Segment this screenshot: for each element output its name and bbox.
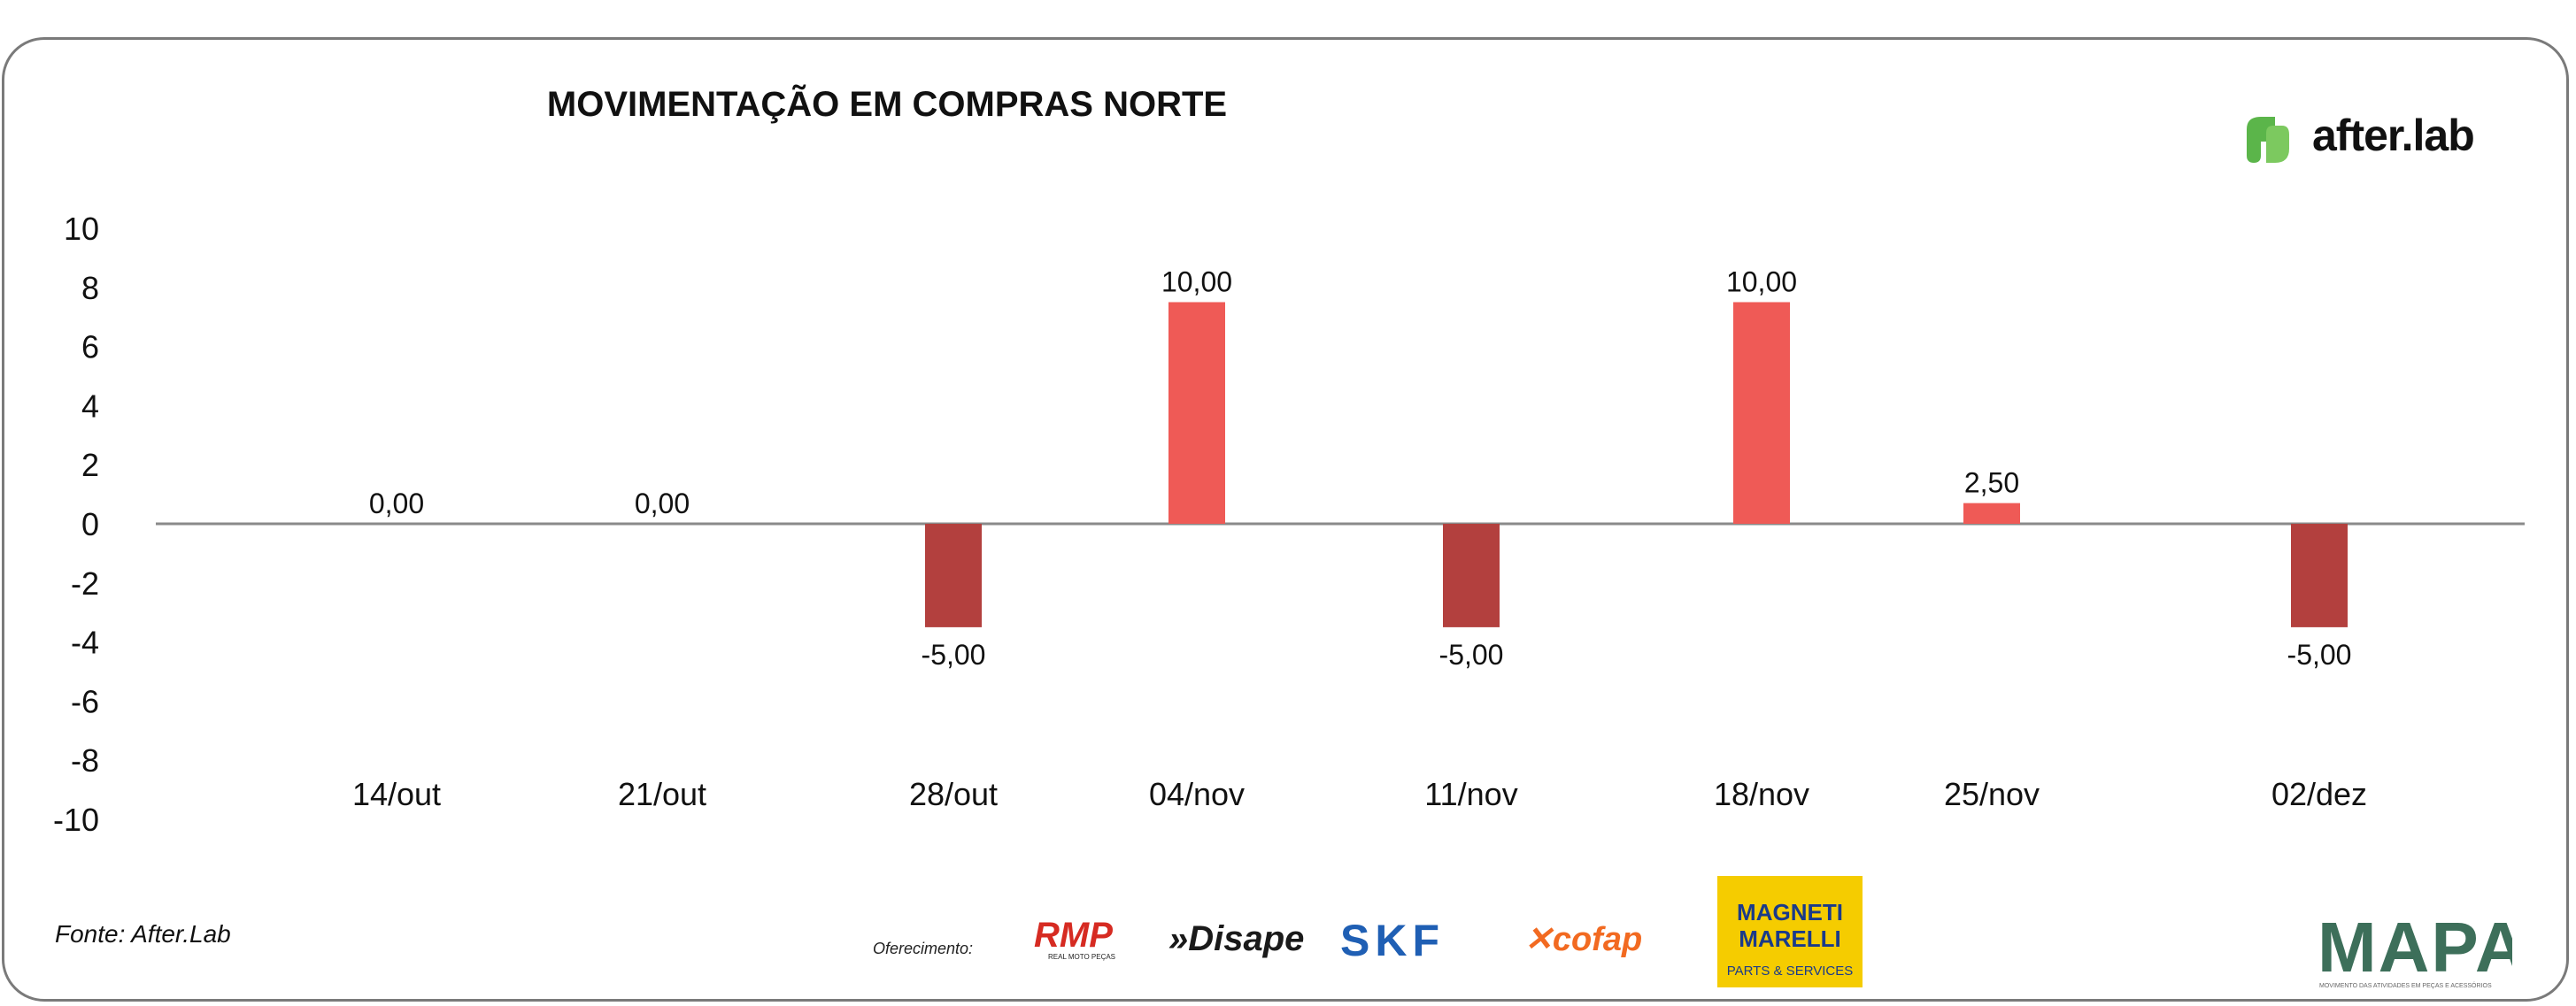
svg-text:MARELLI: MARELLI bbox=[1739, 925, 1841, 952]
rmp-logo: RMP REAL MOTO PEÇAS bbox=[1034, 916, 1115, 961]
data-label: 10,00 bbox=[1161, 266, 1232, 298]
source-note: Fonte: After.Lab bbox=[55, 920, 231, 948]
x-tick-label: 25/nov bbox=[1944, 776, 2040, 812]
data-label: -5,00 bbox=[1439, 639, 1504, 671]
rmp-sub: REAL MOTO PEÇAS bbox=[1048, 953, 1115, 961]
y-tick-label: -8 bbox=[71, 742, 99, 779]
afterlab-logo-text: after.lab bbox=[2312, 111, 2475, 160]
sponsor-label: Oferecimento: bbox=[873, 940, 974, 957]
mapa-sub: MOVIMENTO DAS ATIVIDADES EM PEÇAS E ACES… bbox=[2319, 981, 2492, 989]
y-tick-label: 0 bbox=[81, 506, 99, 542]
bar bbox=[1443, 524, 1500, 627]
x-tick-label: 14/out bbox=[352, 776, 441, 812]
afterlab-logo bbox=[2247, 117, 2289, 163]
chart-frame bbox=[2, 37, 2569, 1002]
x-tick-label: 04/nov bbox=[1149, 776, 1245, 812]
bar bbox=[2291, 524, 2348, 627]
data-label: -5,00 bbox=[922, 639, 986, 671]
disape-logo: »Disape bbox=[1168, 919, 1304, 958]
cofap-logo: ✕cofap bbox=[1524, 921, 1642, 958]
magneti-sub: PARTS & SERVICES bbox=[1727, 964, 1854, 979]
x-tick-label: 21/out bbox=[618, 776, 706, 812]
y-tick-label: -10 bbox=[53, 802, 99, 838]
y-tick-label: 10 bbox=[64, 211, 99, 247]
bar bbox=[1733, 302, 1790, 524]
data-label: 10,00 bbox=[1726, 266, 1797, 298]
mapa-logo: MAPA MOVIMENTO DAS ATIVIDADES EM PEÇAS E… bbox=[2318, 908, 2512, 989]
y-tick-label: 8 bbox=[81, 270, 99, 306]
bar bbox=[1963, 503, 2020, 524]
svg-text:✕cofap: ✕cofap bbox=[1524, 921, 1642, 958]
svg-text:MAPA: MAPA bbox=[2318, 908, 2512, 987]
data-label: -5,00 bbox=[2287, 639, 2352, 671]
svg-text:RMP: RMP bbox=[1034, 916, 1113, 955]
data-label: 2,50 bbox=[1964, 467, 2019, 499]
data-label: 0,00 bbox=[369, 488, 424, 519]
y-tick-label: 2 bbox=[81, 447, 99, 483]
y-tick-label: -4 bbox=[71, 625, 99, 661]
chart-title: MOVIMENTAÇÃO EM COMPRAS NORTE bbox=[546, 85, 1228, 124]
x-tick-label: 11/nov bbox=[1424, 776, 1517, 812]
data-label: 0,00 bbox=[635, 488, 690, 519]
y-tick-label: -6 bbox=[71, 683, 99, 719]
y-tick-label: 4 bbox=[81, 388, 99, 424]
svg-text:SKF: SKF bbox=[1340, 917, 1445, 963]
skf-logo: SKF bbox=[1340, 917, 1445, 963]
svg-text:»Disape: »Disape bbox=[1168, 919, 1304, 958]
svg-text:MAGNETI: MAGNETI bbox=[1737, 899, 1843, 925]
y-tick-label: -2 bbox=[71, 565, 99, 602]
magneti-marelli-logo: MAGNETI MARELLI PARTS & SERVICES bbox=[1717, 876, 1863, 987]
afterlab-logo-icon bbox=[2247, 117, 2289, 163]
x-tick-label: 02/dez bbox=[2271, 776, 2367, 812]
bar bbox=[925, 524, 982, 627]
x-tick-label: 18/nov bbox=[1714, 776, 1809, 812]
y-tick-label: 6 bbox=[81, 329, 99, 365]
bar bbox=[1168, 302, 1225, 524]
x-tick-label: 28/out bbox=[909, 776, 998, 812]
